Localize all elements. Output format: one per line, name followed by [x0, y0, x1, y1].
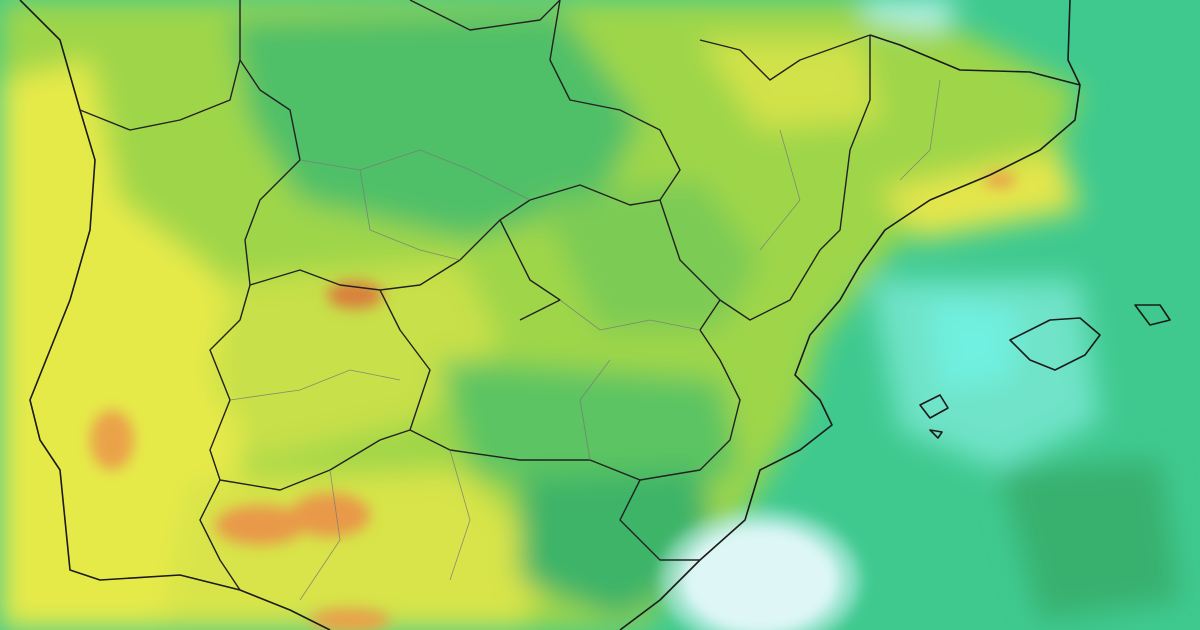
province-borders [229, 79, 941, 601]
region-borders [79, 0, 871, 591]
coastline [19, 0, 1171, 630]
hot-spots [90, 172, 1016, 630]
